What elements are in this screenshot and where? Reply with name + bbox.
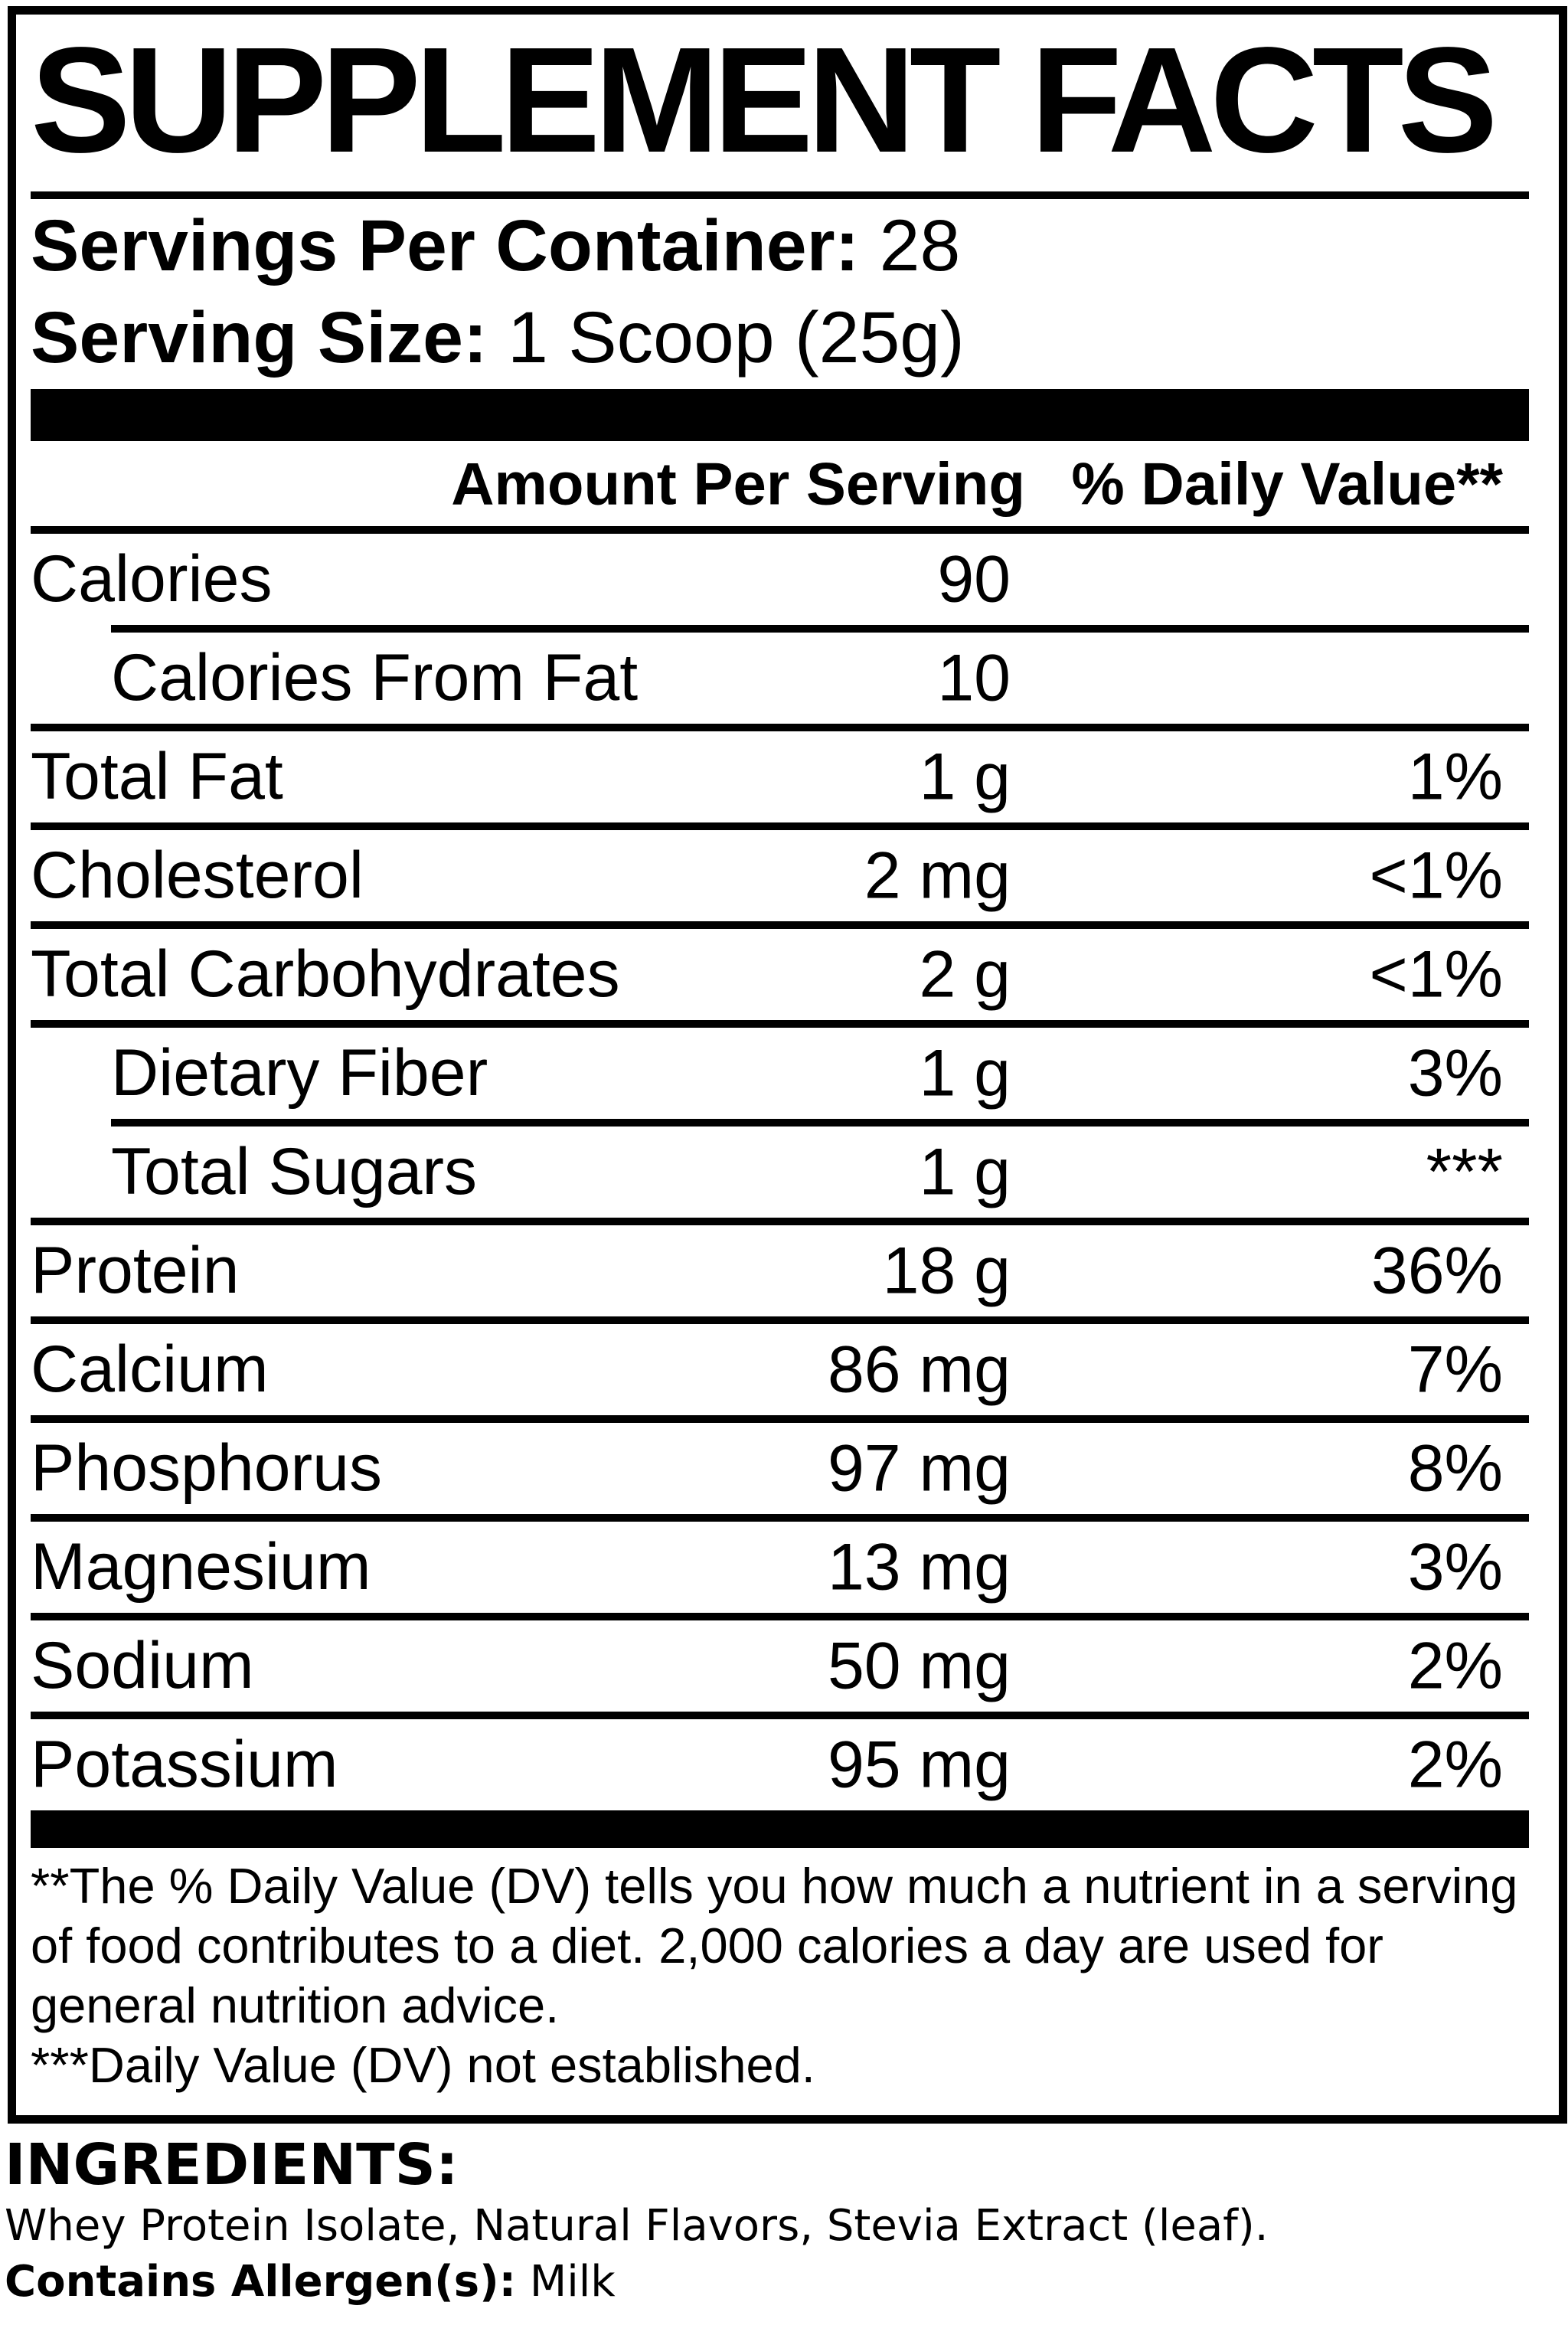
nutrient-daily-value: 3% <box>1407 1036 1503 1110</box>
servings-per-container-value: 28 <box>879 205 961 286</box>
nutrient-daily-value: 2% <box>1407 1629 1503 1702</box>
nutrient-daily-value: 7% <box>1407 1333 1503 1406</box>
divider <box>31 1514 1529 1522</box>
nutrient-daily-value: 2% <box>1407 1728 1503 1801</box>
dv-not-established-footnote: ***Daily Value (DV) not established. <box>31 2037 815 2093</box>
servings-per-container-label: Servings Per Container: <box>31 205 860 286</box>
table-row: Total Sugars 1 g *** <box>31 1127 1529 1218</box>
nutrient-name: Total Sugars <box>111 1135 478 1208</box>
divider <box>31 921 1529 929</box>
table-row: Sodium 50 mg 2% <box>31 1620 1529 1712</box>
section-bar-bottom <box>31 1810 1529 1848</box>
nutrient-table: Calories 90 Calories From Fat 10 Total F… <box>31 534 1529 1810</box>
nutrient-amount: 1 g <box>919 1135 1011 1208</box>
divider <box>31 724 1529 731</box>
allergen-value: Milk <box>529 2257 616 2307</box>
divider <box>31 191 1529 199</box>
servings-per-container: Servings Per Container: 28 <box>31 210 1529 283</box>
nutrient-amount: 95 mg <box>827 1728 1011 1801</box>
daily-value-column-header: % Daily Value** <box>1071 450 1503 517</box>
table-row: Calories 90 <box>31 534 1529 625</box>
divider <box>31 1218 1529 1225</box>
divider <box>31 1613 1529 1620</box>
supplement-facts-panel: SUPPLEMENT FACTS Servings Per Container:… <box>8 6 1567 2124</box>
divider <box>111 1119 1529 1127</box>
table-row: Cholesterol 2 mg <1% <box>31 830 1529 921</box>
allergen-label: Contains Allergen(s): <box>5 2257 517 2307</box>
nutrient-amount: 86 mg <box>827 1333 1011 1406</box>
nutrient-amount: 18 g <box>882 1234 1011 1307</box>
table-header-row: Amount Per Serving % Daily Value** <box>31 441 1529 526</box>
nutrient-amount: 10 <box>937 641 1011 715</box>
nutrient-name: Total Fat <box>31 740 283 813</box>
nutrient-name: Calories <box>31 542 273 616</box>
table-row: Calcium 86 mg 7% <box>31 1324 1529 1415</box>
table-row: Total Fat 1 g 1% <box>31 731 1529 822</box>
footnotes: **The % Daily Value (DV) tells you how m… <box>31 1856 1529 2095</box>
table-row: Calories From Fat 10 <box>31 633 1529 724</box>
divider <box>31 526 1529 534</box>
divider <box>31 1712 1529 1719</box>
nutrient-daily-value: 8% <box>1407 1431 1503 1505</box>
nutrient-daily-value: 36% <box>1370 1234 1503 1307</box>
nutrient-amount: 2 mg <box>864 839 1011 912</box>
table-row: Potassium 95 mg 2% <box>31 1719 1529 1810</box>
nutrient-amount: 2 g <box>919 937 1011 1011</box>
table-row: Magnesium 13 mg 3% <box>31 1522 1529 1613</box>
nutrient-amount: 97 mg <box>827 1431 1011 1505</box>
table-row: Phosphorus 97 mg 8% <box>31 1423 1529 1514</box>
nutrient-daily-value: 1% <box>1407 740 1503 813</box>
nutrient-daily-value: <1% <box>1369 839 1503 912</box>
table-row: Dietary Fiber 1 g 3% <box>31 1028 1529 1119</box>
divider <box>111 625 1529 633</box>
nutrient-daily-value: 3% <box>1407 1530 1503 1604</box>
nutrient-amount: 1 g <box>919 740 1011 813</box>
nutrient-name: Magnesium <box>31 1530 371 1604</box>
nutrient-name: Sodium <box>31 1629 254 1702</box>
nutrient-amount: 1 g <box>919 1036 1011 1110</box>
nutrient-name: Potassium <box>31 1728 338 1801</box>
serving-size-label: Serving Size: <box>31 297 488 378</box>
ingredients-list: Whey Protein Isolate, Natural Flavors, S… <box>5 2201 1269 2251</box>
nutrient-amount: 50 mg <box>827 1629 1011 1702</box>
ingredients-heading: INGREDIENTS: <box>5 2132 459 2198</box>
allergen-line: Contains Allergen(s): Milk <box>5 2261 1563 2304</box>
nutrient-name: Cholesterol <box>31 839 364 912</box>
nutrient-daily-value: <1% <box>1369 937 1503 1011</box>
serving-size-value: 1 Scoop (25g) <box>508 297 965 378</box>
nutrient-name: Protein <box>31 1234 240 1307</box>
section-bar-top <box>31 389 1529 441</box>
serving-size: Serving Size: 1 Scoop (25g) <box>31 302 1529 374</box>
amount-column-header: Amount Per Serving <box>451 450 1025 517</box>
divider <box>31 1415 1529 1423</box>
nutrient-name: Dietary Fiber <box>111 1036 488 1110</box>
divider <box>31 1020 1529 1028</box>
nutrient-name: Total Carbohydrates <box>31 937 620 1011</box>
ingredients-section: INGREDIENTS: Whey Protein Isolate, Natur… <box>5 2137 1563 2304</box>
nutrient-name: Calories From Fat <box>111 641 639 715</box>
nutrient-daily-value: *** <box>1426 1135 1503 1208</box>
nutrient-name: Phosphorus <box>31 1431 382 1505</box>
panel-title: SUPPLEMENT FACTS <box>31 16 1498 184</box>
nutrient-amount: 90 <box>937 542 1011 616</box>
divider <box>31 822 1529 830</box>
nutrient-amount: 13 mg <box>827 1530 1011 1604</box>
divider <box>31 1316 1529 1324</box>
nutrient-name: Calcium <box>31 1333 269 1406</box>
daily-value-footnote: **The % Daily Value (DV) tells you how m… <box>31 1858 1518 2033</box>
table-row: Protein 18 g 36% <box>31 1225 1529 1316</box>
table-row: Total Carbohydrates 2 g <1% <box>31 929 1529 1020</box>
